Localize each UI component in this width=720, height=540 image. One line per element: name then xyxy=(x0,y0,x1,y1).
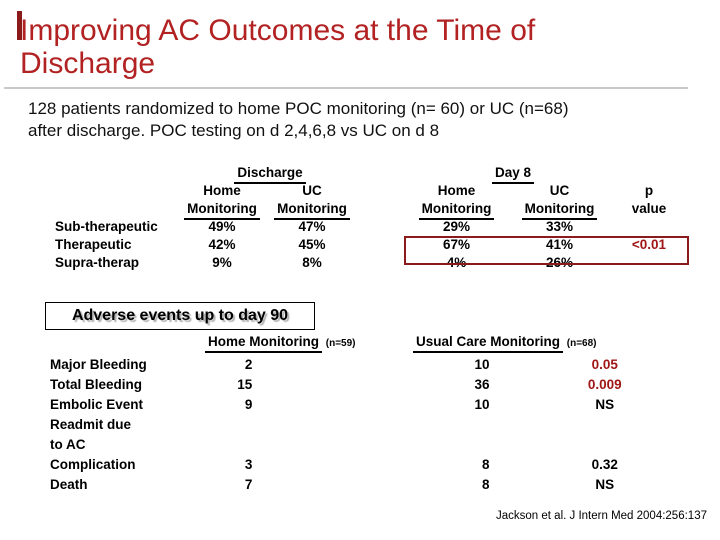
adverse-row-total-bleeding: Total Bleeding 15 36 0.009 xyxy=(50,375,720,395)
cell-uc: 8 xyxy=(481,457,490,472)
col-header-day8-uc: UC xyxy=(549,183,570,198)
row-label: to AC xyxy=(50,437,86,452)
adverse-col-home-n: (n=59) xyxy=(325,338,356,349)
row-label: Complication xyxy=(50,457,136,472)
cell-uc: 36 xyxy=(474,377,490,392)
cell-p-significant: <0.01 xyxy=(631,237,667,252)
significance-highlight-box xyxy=(404,236,689,265)
inr-subheader-row-2: Monitoring Monitoring Monitoring Monitor… xyxy=(55,200,687,220)
cell-discharge-uc: 45% xyxy=(298,237,326,252)
citation: Jackson et al. J Intern Med 2004:256:137 xyxy=(496,510,707,522)
adverse-col-header-usual-care: Usual Care Monitoring (n=68) xyxy=(413,333,597,353)
title-accent-bar xyxy=(17,11,22,40)
row-label: Embolic Event xyxy=(50,397,144,412)
adverse-row-readmit-line1: Readmit due xyxy=(50,415,720,435)
cell-discharge-uc: 8% xyxy=(302,255,322,270)
col-header-p: p xyxy=(644,183,654,198)
inr-row-therapeutic: Therapeutic 42% 45% 67% 41% <0.01 xyxy=(55,236,687,254)
adverse-row-readmit-line3-complication: Complication 3 8 0.32 xyxy=(50,455,720,475)
study-summary: 128 patients randomized to home POC moni… xyxy=(28,98,668,142)
cell-uc: 10 xyxy=(474,397,490,412)
cell-p: 0.32 xyxy=(591,457,618,472)
row-label: Readmit due xyxy=(50,417,132,432)
adverse-header-row: Home Monitoring (n=59) Usual Care Monito… xyxy=(50,333,720,355)
cell-discharge-uc: 47% xyxy=(298,219,326,234)
cell-home: 3 xyxy=(244,457,253,472)
row-label: Major Bleeding xyxy=(50,357,147,372)
study-summary-line2: after discharge. POC testing on d 2,4,6,… xyxy=(28,121,440,140)
cell-home: 15 xyxy=(237,377,253,392)
study-summary-line1: 128 patients randomized to home POC moni… xyxy=(28,99,569,118)
inr-subheader-row-1: Home UC Home UC p xyxy=(55,182,687,200)
cell-day8-home: 67% xyxy=(442,237,471,252)
cell-home: 9 xyxy=(244,397,253,412)
adverse-col-uc-n: (n=68) xyxy=(566,338,597,349)
cell-day8-uc: 33% xyxy=(545,219,574,234)
slide-title: Improving AC Outcomes at the Time of Dis… xyxy=(20,14,536,80)
col-header-day8-home: Home xyxy=(437,183,476,198)
cell-p-significant: 0.05 xyxy=(591,357,618,372)
cell-discharge-home: 49% xyxy=(208,219,236,234)
cell-uc: 8 xyxy=(481,477,490,492)
cell-discharge-home: 42% xyxy=(208,237,236,252)
cell-discharge-home: 9% xyxy=(212,255,232,270)
cell-day8-uc: 41% xyxy=(545,237,574,252)
inr-group-header-row: Discharge Day 8 xyxy=(55,164,687,184)
row-label: Supra-therap xyxy=(55,255,140,270)
col-header-discharge-uc: UC xyxy=(302,183,322,198)
adverse-row-readmit-line2: to AC xyxy=(50,435,720,455)
cell-day8-home: 4% xyxy=(446,255,467,270)
row-label: Total Bleeding xyxy=(50,377,143,392)
inr-row-supratherapeutic: Supra-therap 9% 8% 4% 26% xyxy=(55,254,687,272)
cell-p: NS xyxy=(595,477,615,492)
cell-day8-home: 29% xyxy=(442,219,471,234)
cell-p xyxy=(616,218,682,236)
inr-row-subtherapeutic: Sub-therapeutic 49% 47% 29% 33% xyxy=(55,218,687,236)
group-header-day8: Day 8 xyxy=(410,164,616,184)
title-divider xyxy=(4,87,688,89)
group-header-discharge: Discharge xyxy=(180,164,360,184)
adverse-events-table: Home Monitoring (n=59) Usual Care Monito… xyxy=(50,333,720,495)
cell-p-significant: 0.009 xyxy=(587,377,622,392)
row-label: Sub-therapeutic xyxy=(55,219,158,234)
row-label: Therapeutic xyxy=(55,237,132,252)
cell-p: NS xyxy=(595,397,615,412)
cell-day8-uc: 26% xyxy=(545,255,574,270)
adverse-events-heading: Adverse events up to day 90 xyxy=(45,302,315,330)
cell-home: 2 xyxy=(244,357,253,372)
cell-uc: 10 xyxy=(474,357,490,372)
inr-status-table: Discharge Day 8 Home UC Home UC p Monito… xyxy=(55,164,687,272)
adverse-row-embolic-event: Embolic Event 9 10 NS xyxy=(50,395,720,415)
adverse-col-header-home: Home Monitoring (n=59) xyxy=(205,333,356,353)
adverse-row-death: Death 7 8 NS xyxy=(50,475,720,495)
cell-home: 7 xyxy=(244,477,253,492)
col-header-p-value: value xyxy=(631,201,667,216)
col-header-discharge-home: Home xyxy=(203,183,241,198)
row-label: Death xyxy=(50,477,88,492)
adverse-row-major-bleeding: Major Bleeding 2 10 0.05 xyxy=(50,355,720,375)
